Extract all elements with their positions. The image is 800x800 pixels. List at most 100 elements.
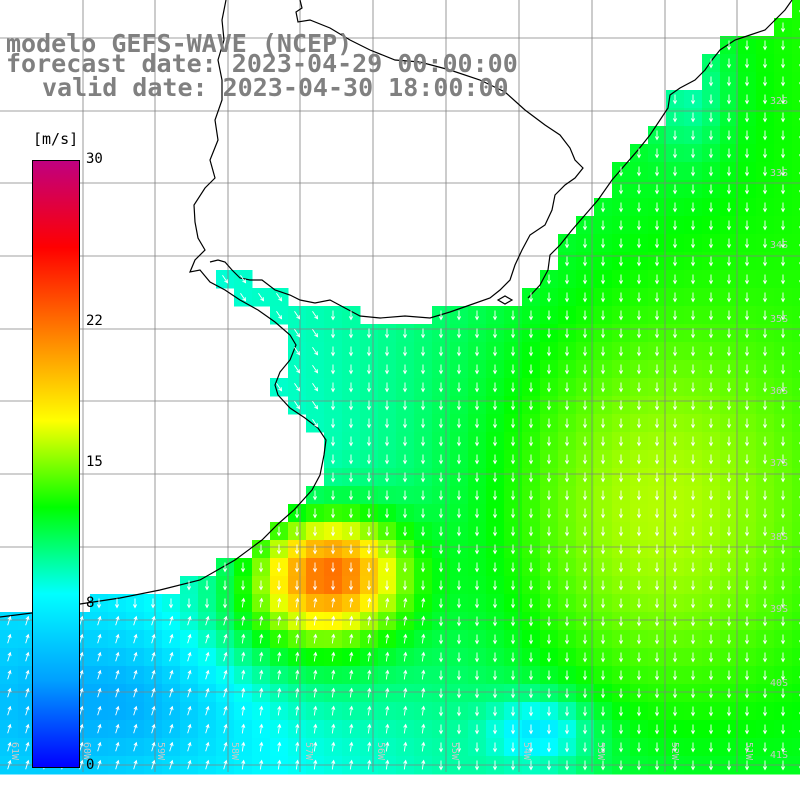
wind-arrow bbox=[654, 742, 660, 753]
wind-arrow bbox=[348, 328, 354, 339]
wind-arrow bbox=[708, 652, 714, 663]
wind-arrow bbox=[780, 22, 786, 33]
wind-arrow bbox=[402, 472, 408, 483]
wind-arrow bbox=[726, 670, 732, 681]
wind-arrow bbox=[348, 346, 354, 357]
wind-arrow bbox=[564, 382, 570, 393]
latitude-label: 34S bbox=[770, 240, 788, 251]
wind-arrow bbox=[294, 562, 300, 573]
wind-arrow bbox=[421, 597, 426, 608]
wind-arrow bbox=[438, 508, 444, 519]
wind-arrow bbox=[294, 347, 301, 356]
wind-arrow bbox=[744, 454, 750, 465]
wind-arrow bbox=[726, 454, 732, 465]
wind-arrow bbox=[654, 166, 660, 177]
wind-arrow bbox=[510, 544, 516, 555]
wind-arrow bbox=[133, 723, 138, 734]
wind-arrow bbox=[600, 760, 606, 771]
wind-arrow bbox=[564, 688, 570, 699]
wind-arrow bbox=[546, 670, 552, 681]
wind-arrow bbox=[331, 597, 336, 608]
wind-arrow bbox=[223, 759, 228, 770]
wind-arrow bbox=[474, 742, 480, 753]
wind-arrow bbox=[456, 490, 462, 501]
wind-arrow bbox=[187, 669, 192, 680]
wind-arrow bbox=[636, 148, 642, 159]
wind-arrow bbox=[169, 759, 174, 770]
wind-arrow bbox=[582, 580, 588, 591]
longitude-label: 53W bbox=[595, 742, 606, 761]
wind-arrow bbox=[313, 633, 318, 644]
wind-arrow bbox=[708, 274, 714, 285]
wind-arrow bbox=[600, 526, 606, 537]
wind-arrow bbox=[762, 58, 768, 69]
latitude-label: 33S bbox=[770, 168, 788, 179]
wind-arrow bbox=[636, 436, 642, 447]
wind-arrow bbox=[438, 652, 444, 663]
wind-arrow bbox=[582, 400, 588, 411]
wind-arrow bbox=[762, 598, 768, 609]
wind-arrow bbox=[438, 724, 444, 735]
wind-arrow bbox=[402, 562, 408, 573]
wind-arrow bbox=[600, 490, 606, 501]
wind-arrow bbox=[438, 400, 444, 411]
wind-arrow bbox=[510, 598, 516, 609]
wind-arrow bbox=[241, 759, 246, 770]
wind-arrow bbox=[672, 724, 678, 735]
wind-arrow bbox=[690, 508, 696, 519]
wind-arrow bbox=[384, 436, 390, 447]
wind-arrow bbox=[600, 634, 606, 645]
wind-arrow bbox=[654, 328, 660, 339]
wind-arrow bbox=[151, 723, 156, 734]
wind-arrow bbox=[528, 346, 534, 357]
wind-arrow bbox=[564, 652, 570, 663]
wind-arrow bbox=[385, 597, 390, 608]
wind-arrow bbox=[726, 346, 732, 357]
wind-arrow bbox=[672, 364, 678, 375]
wind-arrow bbox=[708, 580, 714, 591]
wind-arrow bbox=[79, 669, 84, 680]
wind-arrow bbox=[780, 616, 786, 627]
wind-arrow bbox=[780, 544, 786, 555]
wind-arrow bbox=[546, 580, 552, 591]
wind-arrow bbox=[564, 508, 570, 519]
wind-arrow bbox=[600, 508, 606, 519]
wind-arrow bbox=[456, 346, 462, 357]
speed-cell bbox=[792, 180, 800, 199]
wind-arrow bbox=[690, 526, 696, 537]
wind-arrow bbox=[456, 724, 462, 735]
wind-arrow bbox=[600, 256, 606, 267]
wind-arrow bbox=[780, 130, 786, 141]
wind-arrow bbox=[294, 526, 300, 537]
wind-arrow bbox=[456, 472, 462, 483]
wind-arrow bbox=[241, 651, 246, 662]
wind-arrow bbox=[528, 616, 534, 627]
wind-arrow bbox=[510, 652, 516, 663]
wind-arrow bbox=[25, 705, 30, 716]
wind-arrow bbox=[636, 652, 642, 663]
wind-arrow bbox=[546, 706, 552, 717]
wind-arrow bbox=[744, 670, 750, 681]
wind-arrow bbox=[582, 292, 588, 303]
wind-arrow bbox=[600, 544, 606, 555]
wind-arrow bbox=[222, 580, 228, 591]
wind-arrow bbox=[762, 670, 768, 681]
wind-arrow bbox=[564, 346, 570, 357]
wind-arrow bbox=[762, 562, 768, 573]
wind-arrow bbox=[762, 364, 768, 375]
colorbar-tick-label: 15 bbox=[86, 454, 103, 470]
wind-arrow bbox=[438, 580, 444, 591]
wind-arrow bbox=[79, 759, 84, 770]
wind-arrow bbox=[600, 436, 606, 447]
wind-arrow bbox=[240, 562, 246, 573]
wind-arrow bbox=[438, 760, 444, 771]
wind-arrow bbox=[780, 472, 786, 483]
wind-arrow bbox=[672, 130, 678, 141]
wind-arrow bbox=[690, 310, 696, 321]
wind-arrow bbox=[672, 562, 678, 573]
wind-arrow bbox=[726, 274, 732, 285]
wind-arrow bbox=[151, 633, 156, 644]
speed-cell bbox=[792, 432, 800, 451]
wind-arrow bbox=[726, 76, 732, 87]
wind-arrow bbox=[726, 364, 732, 375]
